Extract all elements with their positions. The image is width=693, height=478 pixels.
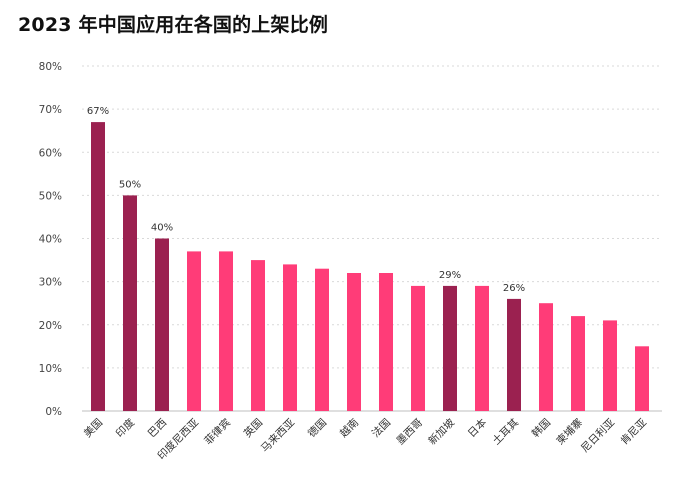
- x-tick-label: 法国: [369, 416, 393, 440]
- y-tick-label: 20%: [39, 320, 62, 332]
- bar: [379, 273, 393, 411]
- y-tick-label: 60%: [39, 147, 62, 159]
- bar: [187, 251, 201, 411]
- chart-title: 2023 年中国应用在各国的上架比例: [18, 14, 329, 36]
- x-tick-label: 印度: [113, 416, 137, 440]
- bar: [603, 320, 617, 411]
- bar: [507, 298, 521, 411]
- bar: [475, 285, 489, 411]
- x-tick-label: 越南: [337, 416, 361, 440]
- data-label: 50%: [119, 179, 141, 190]
- bar: [91, 122, 105, 411]
- x-tick-label: 马来西亚: [259, 416, 298, 455]
- x-tick-label: 英国: [241, 416, 265, 440]
- x-tick-label: 巴西: [146, 417, 169, 440]
- data-label: 67%: [87, 106, 109, 117]
- bar: [283, 264, 297, 411]
- bar: [539, 303, 553, 411]
- y-tick-label: 80%: [39, 61, 62, 73]
- y-tick-label: 10%: [39, 363, 62, 375]
- bar: [315, 268, 329, 411]
- bar: [347, 273, 361, 411]
- x-tick-label: 土耳其: [490, 416, 521, 447]
- bar: [443, 285, 457, 411]
- y-tick-label: 50%: [39, 190, 62, 202]
- bar: [635, 346, 649, 411]
- bar: [155, 238, 169, 411]
- x-tick-label: 日本: [465, 416, 489, 440]
- x-tick-label: 墨西哥: [394, 417, 425, 448]
- bar: [411, 285, 425, 411]
- bar: [571, 316, 585, 411]
- y-tick-label: 30%: [39, 277, 62, 289]
- x-tick-label: 德国: [305, 416, 329, 440]
- x-tick-label: 韩国: [529, 416, 553, 440]
- y-tick-label: 40%: [39, 234, 62, 246]
- x-tick-label: 新加坡: [426, 416, 458, 448]
- bar: [251, 260, 265, 411]
- y-tick-label: 70%: [39, 104, 62, 116]
- x-tick-label: 美国: [81, 416, 105, 440]
- data-label: 40%: [151, 223, 173, 234]
- x-tick-label: 菲律宾: [202, 416, 233, 447]
- x-tick-label: 肯尼亚: [618, 416, 650, 448]
- bar: [123, 195, 137, 411]
- y-tick-label: 0%: [45, 406, 62, 418]
- x-tick-label: 尼日利亚: [579, 416, 618, 455]
- bar: [219, 251, 233, 411]
- data-label: 29%: [439, 270, 461, 281]
- data-label: 26%: [503, 283, 525, 294]
- x-tick-label: 柬埔寨: [554, 416, 586, 448]
